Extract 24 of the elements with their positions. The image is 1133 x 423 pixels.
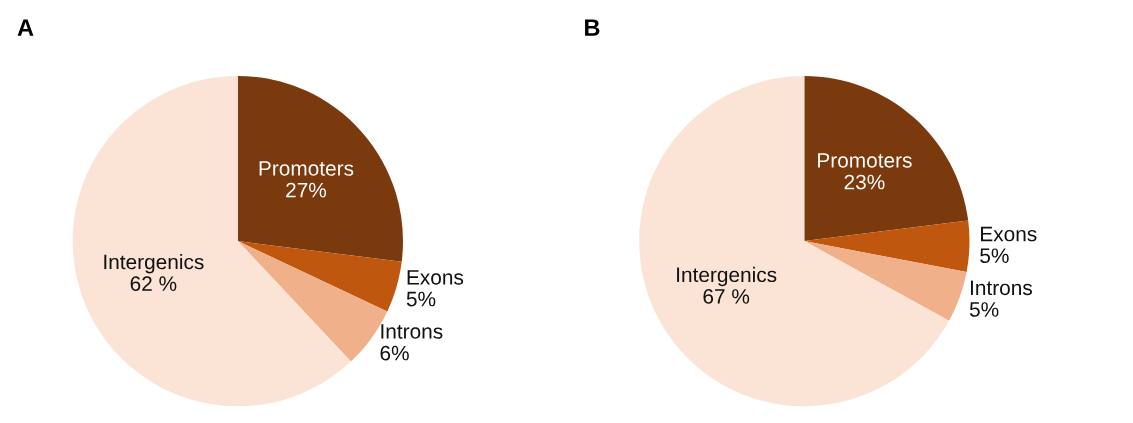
data-label: 67 % [703,289,750,304]
data-label: 6% [380,345,409,361]
data-label: 5% [406,291,436,307]
slice-label: Intergenics [677,266,777,287]
data-label: 5% [969,302,999,317]
data-label: 27% [286,182,327,198]
chart-title: A [17,19,34,36]
slice-label: Exons [981,226,1037,242]
slice-label: Exons [407,270,464,285]
slice-label: Promoters [818,153,912,168]
slice-label: Promoters [259,161,354,176]
data-label: 62 % [130,276,177,291]
chart-title: B [585,19,600,36]
data-label: 5% [980,248,1009,264]
data-label: 23% [844,174,885,190]
pie-slice [237,241,402,312]
pie-slice [804,220,970,273]
pie-slice [639,75,950,407]
slice-label: Introns [381,324,443,339]
slice-label: Intergenics [104,254,204,274]
slice-label: Introns [970,280,1032,296]
pie-slice [804,75,969,242]
pie-slice [804,241,967,321]
pie-slice [237,75,403,262]
